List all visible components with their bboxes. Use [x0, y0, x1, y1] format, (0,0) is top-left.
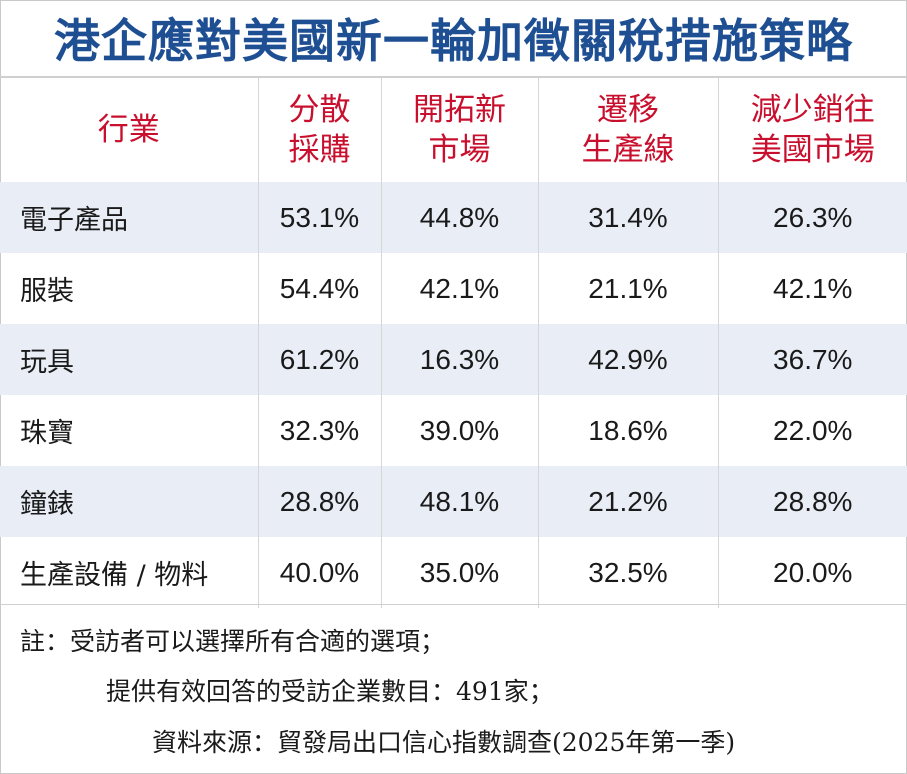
header-row: 行業 分散 採購 開拓新 市場 遷移 生產線 減少銷往 美國市場	[0, 78, 907, 182]
header-new-markets: 開拓新 市場	[380, 78, 538, 182]
value-cell: 35.0%	[380, 537, 538, 608]
table-row: 玩具 61.2% 16.3% 42.9% 36.7%	[0, 324, 907, 395]
value-cell: 42.9%	[537, 324, 718, 395]
industry-cell: 玩具	[0, 324, 258, 395]
industry-cell: 鐘錶	[0, 466, 258, 537]
industry-cell: 珠寶	[20, 418, 74, 449]
value-cell: 20.0%	[717, 537, 907, 608]
page-title: 港企應對美國新一輪加徵關稅措施策略	[54, 14, 853, 68]
table-row: 電子產品 53.1% 44.8% 31.4% 26.3%	[0, 182, 907, 253]
value-cell: 28.8%	[257, 466, 381, 537]
table-row: 珠寶 32.3% 39.0% 18.6% 22.0%	[0, 395, 907, 466]
note-source: 資料來源：貿發局出口信心指數調查(2025年第一季)	[152, 728, 736, 757]
header-reduce-us-sales: 減少銷往 美國市場	[717, 78, 907, 182]
industry-cell: 服裝	[20, 276, 74, 307]
value-cell: 16.3%	[380, 324, 538, 395]
value-cell: 21.1%	[537, 253, 718, 324]
header-diversify-sourcing: 分散 採購	[257, 78, 381, 182]
value-cell: 48.1%	[380, 466, 538, 537]
value-cell: 21.2%	[537, 466, 718, 537]
value-cell: 53.1%	[257, 182, 381, 253]
notes-divider	[0, 604, 907, 605]
table-row: 鐘錶 28.8% 48.1% 21.2% 28.8%	[0, 466, 907, 537]
value-cell: 32.5%	[537, 537, 718, 608]
note-respondents: 註：受訪者可以選擇所有合適的選項；	[20, 627, 446, 656]
value-cell: 42.1%	[717, 253, 907, 324]
value-cell: 31.4%	[537, 182, 718, 253]
table-row: 服裝 54.4% 42.1% 21.1% 42.1%	[0, 253, 907, 324]
header-relocate-production: 遷移 生產線	[537, 78, 718, 182]
note-sample-size: 提供有效回答的受訪企業數目：491家；	[106, 677, 554, 706]
value-cell: 32.3%	[257, 395, 381, 466]
value-cell: 40.0%	[257, 537, 381, 608]
value-cell: 44.8%	[380, 182, 538, 253]
title-divider	[0, 76, 907, 78]
value-cell: 36.7%	[717, 324, 907, 395]
value-cell: 61.2%	[257, 324, 381, 395]
industry-cell: 電子產品	[0, 182, 258, 253]
header-industry: 行業	[97, 112, 160, 148]
value-cell: 26.3%	[717, 182, 907, 253]
industry-cell: 生產設備 / 物料	[20, 560, 209, 591]
table-row: 生產設備 / 物料 40.0% 35.0% 32.5% 20.0%	[0, 537, 907, 608]
value-cell: 42.1%	[380, 253, 538, 324]
value-cell: 39.0%	[380, 395, 538, 466]
value-cell: 54.4%	[257, 253, 381, 324]
value-cell: 28.8%	[717, 466, 907, 537]
value-cell: 22.0%	[717, 395, 907, 466]
value-cell: 18.6%	[537, 395, 718, 466]
strategy-table: 行業 分散 採購 開拓新 市場 遷移 生產線 減少銷往 美國市場 電子產品 53…	[0, 78, 907, 608]
